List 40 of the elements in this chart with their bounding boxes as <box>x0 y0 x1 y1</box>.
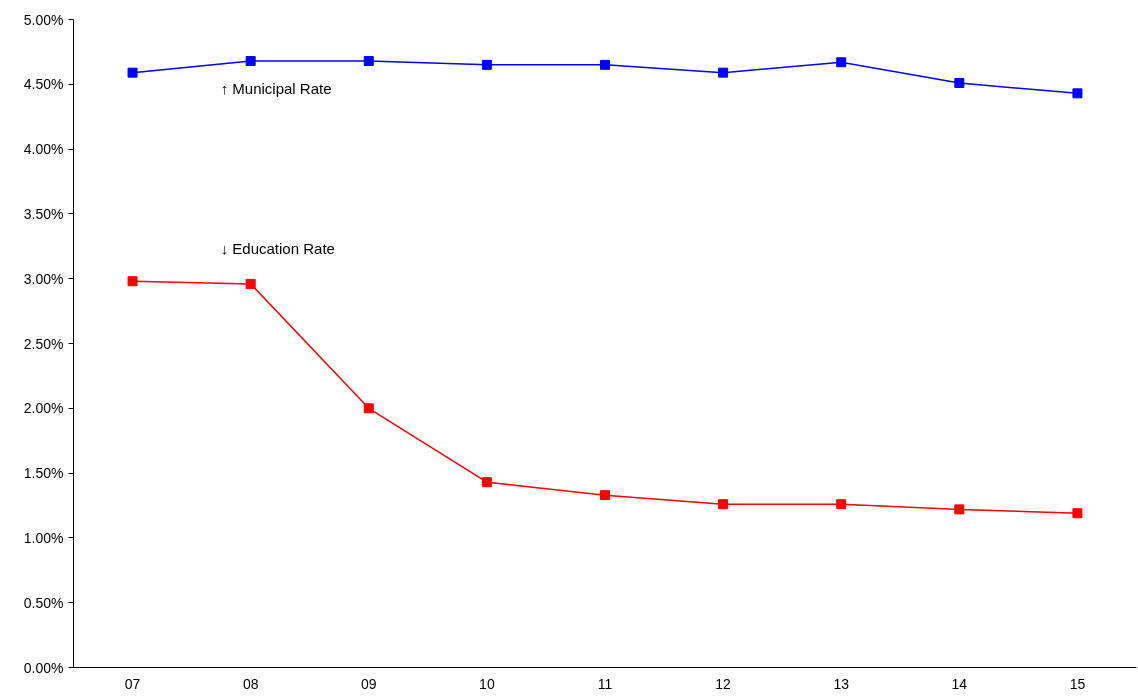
x-tick-label: 08 <box>242 675 259 692</box>
annotation: ↑ Municipal Rate <box>220 80 332 98</box>
point <box>1072 508 1083 519</box>
point <box>954 78 965 88</box>
point <box>718 499 729 510</box>
y-tick-label: 3.00% <box>23 270 64 287</box>
x-tick-label: 09 <box>360 675 377 692</box>
x-tick-label: 13 <box>833 675 850 692</box>
x-tick-label: 12 <box>715 675 732 692</box>
point <box>127 67 138 78</box>
point <box>954 504 965 515</box>
point <box>1072 88 1083 99</box>
annotation: ↓ Education Rate <box>220 240 335 258</box>
x-tick-label: 15 <box>1069 675 1086 692</box>
x-tick-label: 07 <box>124 675 141 692</box>
x-tick-label: 11 <box>597 675 613 692</box>
point <box>363 403 374 414</box>
y-tick-label: 0.50% <box>23 594 64 611</box>
point <box>481 59 492 70</box>
point <box>600 59 610 70</box>
point <box>245 278 256 289</box>
y-tick-label: 4.00% <box>23 141 64 158</box>
y-tick-label: 1.00% <box>23 529 64 546</box>
point <box>836 499 847 510</box>
y-tick-label: 5.00% <box>23 11 64 28</box>
y-tick-label: 3.50% <box>23 205 64 222</box>
x-tick-label: 10 <box>479 675 495 692</box>
y-tick-label: 2.50% <box>23 335 64 352</box>
point <box>836 57 847 68</box>
point <box>481 477 492 488</box>
y-tick-label: 0.00% <box>23 659 64 676</box>
x-tick-label: 14 <box>951 675 968 692</box>
y-tick-label: 2.00% <box>23 400 64 417</box>
point <box>600 490 610 501</box>
point <box>718 67 729 78</box>
point <box>245 55 256 66</box>
y-tick-label: 4.50% <box>23 76 64 93</box>
point <box>363 55 374 66</box>
y-tick-label: 1.50% <box>23 465 64 482</box>
point <box>127 276 138 287</box>
